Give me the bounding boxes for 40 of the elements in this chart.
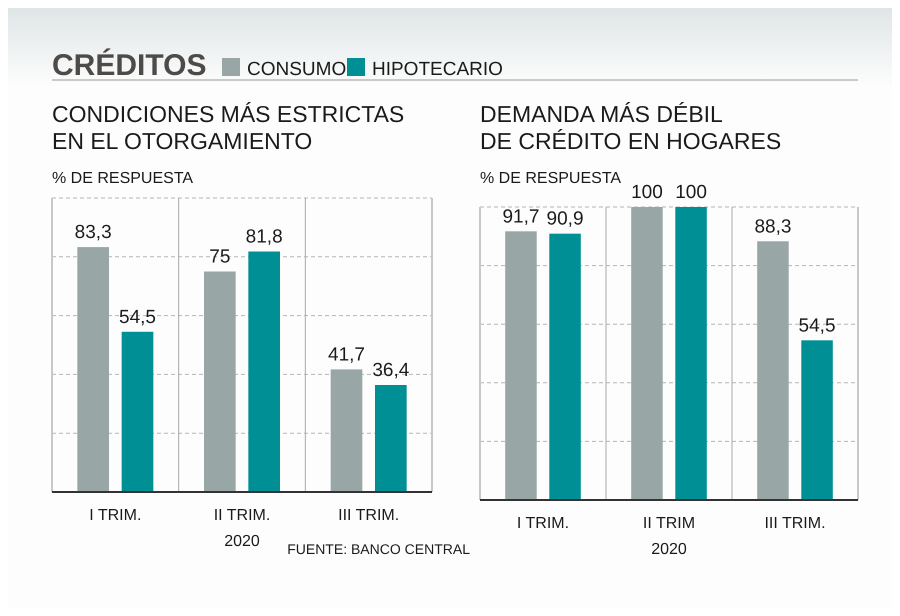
bar <box>77 247 109 492</box>
legend-label: HIPOTECARIO <box>372 59 503 80</box>
data-label: 36,4 <box>372 360 410 381</box>
data-label: 90,9 <box>546 208 584 230</box>
bar <box>631 207 663 500</box>
chart-subtitle: DEMANDA MÁS DÉBIL DE CRÉDITO EN HOGARES <box>480 101 782 154</box>
y-axis-title: % DE RESPUESTA <box>480 170 622 187</box>
chart-title: CRÉDITOS <box>52 48 206 82</box>
data-label: 100 <box>631 182 663 203</box>
data-label: 81,8 <box>246 226 283 248</box>
bar <box>204 272 236 492</box>
x-axis-title: 2020 <box>224 533 260 550</box>
x-tick-label: I TRIM. <box>89 507 142 524</box>
x-tick-label: I TRIM. <box>516 515 570 532</box>
bar <box>801 340 833 500</box>
data-label: 54,5 <box>798 315 836 336</box>
legend-label: CONSUMO <box>247 59 346 80</box>
x-tick-label: II TRIM <box>642 515 696 532</box>
data-label: 83,3 <box>74 222 112 244</box>
bar <box>675 207 707 500</box>
bar <box>757 241 789 500</box>
data-label: 88,3 <box>754 216 792 238</box>
data-label: 100 <box>675 182 707 203</box>
chart-subtitle: CONDICIONES MÁS ESTRICTAS EN EL OTORGAMIENTO <box>52 101 404 154</box>
data-label: 54,5 <box>119 306 156 328</box>
data-label: 91,7 <box>502 206 540 228</box>
bar <box>505 231 537 500</box>
bar <box>375 384 407 492</box>
x-tick-label: III TRIM. <box>764 515 826 532</box>
x-tick-label: II TRIM. <box>214 507 270 524</box>
y-axis-title: % DE RESPUESTA <box>52 170 194 187</box>
bar <box>248 252 280 492</box>
x-axis-title: 2020 <box>651 541 687 558</box>
x-tick-label: III TRIM. <box>338 507 400 524</box>
bar <box>330 369 362 492</box>
data-label: 75 <box>209 246 230 268</box>
bar <box>122 332 154 492</box>
source-note: FUENTE: BANCO CENTRAL <box>287 541 470 557</box>
bar <box>549 234 581 500</box>
data-label: 41,7 <box>328 344 365 366</box>
